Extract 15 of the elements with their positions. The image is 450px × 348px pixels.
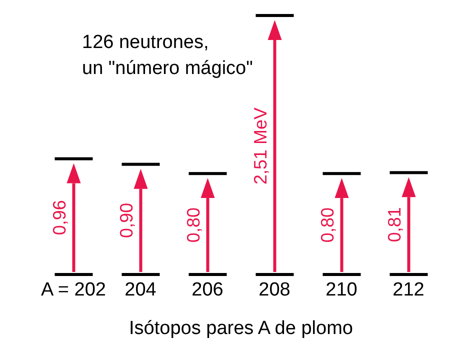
data-label: 0,96 [50, 200, 70, 236]
annotation: un "número mágico" [82, 58, 253, 80]
x-axis-title: Isótopos pares A de plomo [129, 318, 353, 339]
data-label: 0,80 [184, 208, 204, 243]
annotation: 126 neutrones, [82, 32, 209, 54]
x-tick-label: 212 [392, 279, 424, 300]
x-tick-label: 204 [124, 279, 157, 300]
x-tick-label: 210 [326, 279, 358, 300]
data-label: 2,51 MeV [250, 107, 271, 185]
x-tick-label: 206 [192, 279, 224, 300]
x-tick-label: 208 [258, 279, 290, 300]
data-label: 0,80 [318, 208, 338, 243]
data-label: 0,81 [384, 207, 405, 242]
data-label: 0,90 [116, 202, 137, 238]
x-tick-label: A = 202 [41, 279, 106, 300]
